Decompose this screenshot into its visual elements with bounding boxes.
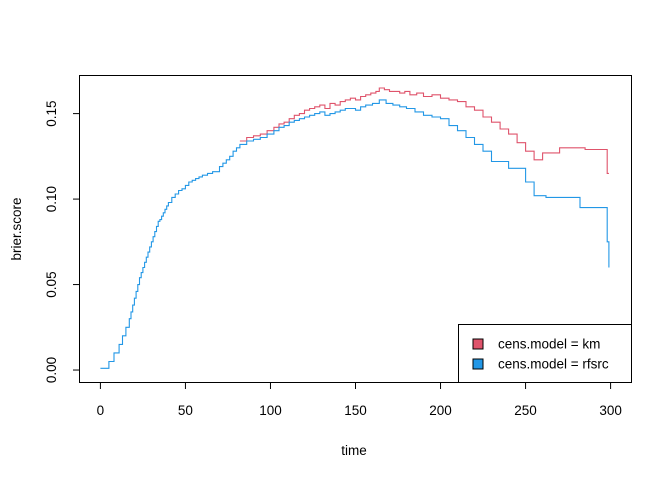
- x-axis: 0 50 100 150 200 250 300: [97, 382, 622, 418]
- y-tick-label: 0.10: [44, 186, 59, 212]
- x-tick-label: 300: [599, 403, 622, 418]
- y-axis-label: brier.score: [9, 197, 24, 260]
- x-tick-label: 250: [514, 403, 537, 418]
- x-tick-label: 150: [344, 403, 367, 418]
- legend-label-km: cens.model = km: [498, 337, 600, 352]
- legend: cens.model = km cens.model = rfsrc: [458, 324, 632, 383]
- legend-swatch-rfsrc: [472, 358, 484, 370]
- legend-box: [458, 324, 632, 383]
- y-axis: 0.00 0.05 0.10 0.15: [44, 100, 80, 383]
- series-line-rfsrc: [100, 99, 610, 369]
- x-tick-label: 100: [259, 403, 282, 418]
- legend-swatch-km: [472, 338, 484, 350]
- x-tick-label: 50: [178, 403, 193, 418]
- y-tick-label: 0.05: [44, 271, 59, 297]
- y-tick-label: 0.15: [44, 100, 59, 126]
- x-tick-label: 200: [429, 403, 452, 418]
- x-tick-label: 0: [97, 403, 105, 418]
- y-tick-label: 0.00: [44, 357, 59, 383]
- x-axis-label: time: [341, 443, 367, 458]
- series-layer: [100, 87, 610, 369]
- legend-label-rfsrc: cens.model = rfsrc: [498, 357, 609, 372]
- series-line-km: [239, 87, 609, 174]
